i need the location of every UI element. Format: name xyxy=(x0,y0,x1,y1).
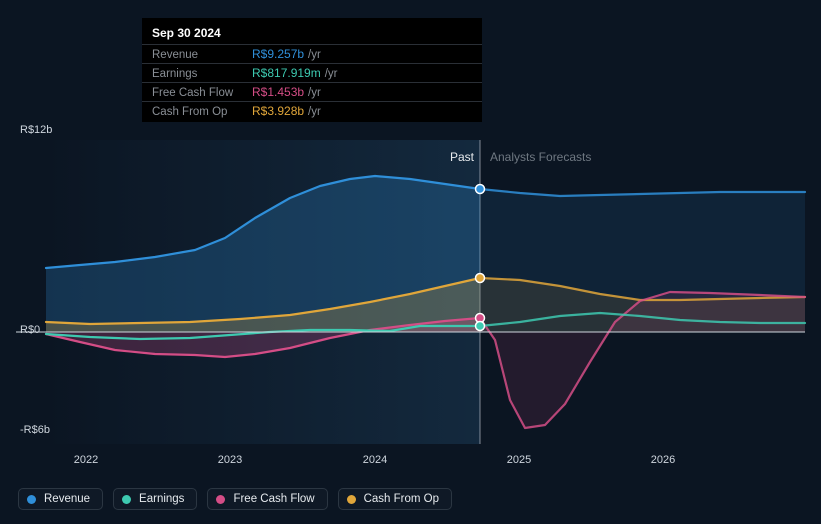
tooltip-row: RevenueR$9.257b/yr xyxy=(142,44,482,63)
tooltip-unit: /yr xyxy=(308,87,321,99)
tooltip-metric-label: Free Cash Flow xyxy=(152,87,252,99)
tooltip-metric-label: Earnings xyxy=(152,68,252,80)
past-label: Past xyxy=(450,150,474,164)
x-axis-label: 2023 xyxy=(218,454,242,466)
x-axis-label: 2026 xyxy=(651,454,675,466)
y-axis-label: -R$6b xyxy=(20,424,50,436)
tooltip-unit: /yr xyxy=(308,49,321,61)
tooltip-metric-value: R$1.453b xyxy=(252,85,304,99)
earnings-revenue-chart: R$12bR$0-R$6b 20222023202420252026 Past … xyxy=(0,0,821,524)
legend-swatch xyxy=(347,495,356,504)
y-axis-label: R$0 xyxy=(20,324,40,336)
legend-swatch xyxy=(216,495,225,504)
chart-legend: Revenue Earnings Free Cash Flow Cash From O… xyxy=(18,488,452,510)
x-axis-label: 2024 xyxy=(363,454,387,466)
tooltip-metric-label: Cash From Op xyxy=(152,106,252,118)
legend-item-cash_from_op[interactable]: Cash From Op xyxy=(338,488,452,510)
chart-tooltip: Sep 30 2024 RevenueR$9.257b/yrEarningsR$… xyxy=(142,18,482,122)
tooltip-unit: /yr xyxy=(308,106,321,118)
y-axis-label: R$12b xyxy=(20,124,52,136)
tooltip-metric-value: R$9.257b xyxy=(252,47,304,61)
legend-label: Free Cash Flow xyxy=(233,493,314,505)
tooltip-metric-value: R$817.919m xyxy=(252,66,321,80)
tooltip-row: EarningsR$817.919m/yr xyxy=(142,63,482,82)
tooltip-date: Sep 30 2024 xyxy=(142,26,482,44)
future-label: Analysts Forecasts xyxy=(490,150,591,164)
legend-item-fcf[interactable]: Free Cash Flow xyxy=(207,488,327,510)
legend-item-revenue[interactable]: Revenue xyxy=(18,488,103,510)
legend-swatch xyxy=(122,495,131,504)
legend-label: Revenue xyxy=(44,493,90,505)
tooltip-unit: /yr xyxy=(325,68,338,80)
tooltip-metric-value: R$3.928b xyxy=(252,104,304,118)
tooltip-row: Free Cash FlowR$1.453b/yr xyxy=(142,82,482,101)
tooltip-row: Cash From OpR$3.928b/yr xyxy=(142,101,482,120)
legend-item-earnings[interactable]: Earnings xyxy=(113,488,197,510)
legend-swatch xyxy=(27,495,36,504)
tooltip-metric-label: Revenue xyxy=(152,49,252,61)
legend-label: Earnings xyxy=(139,493,184,505)
x-axis-label: 2025 xyxy=(507,454,531,466)
x-axis-label: 2022 xyxy=(74,454,98,466)
legend-label: Cash From Op xyxy=(364,493,439,505)
